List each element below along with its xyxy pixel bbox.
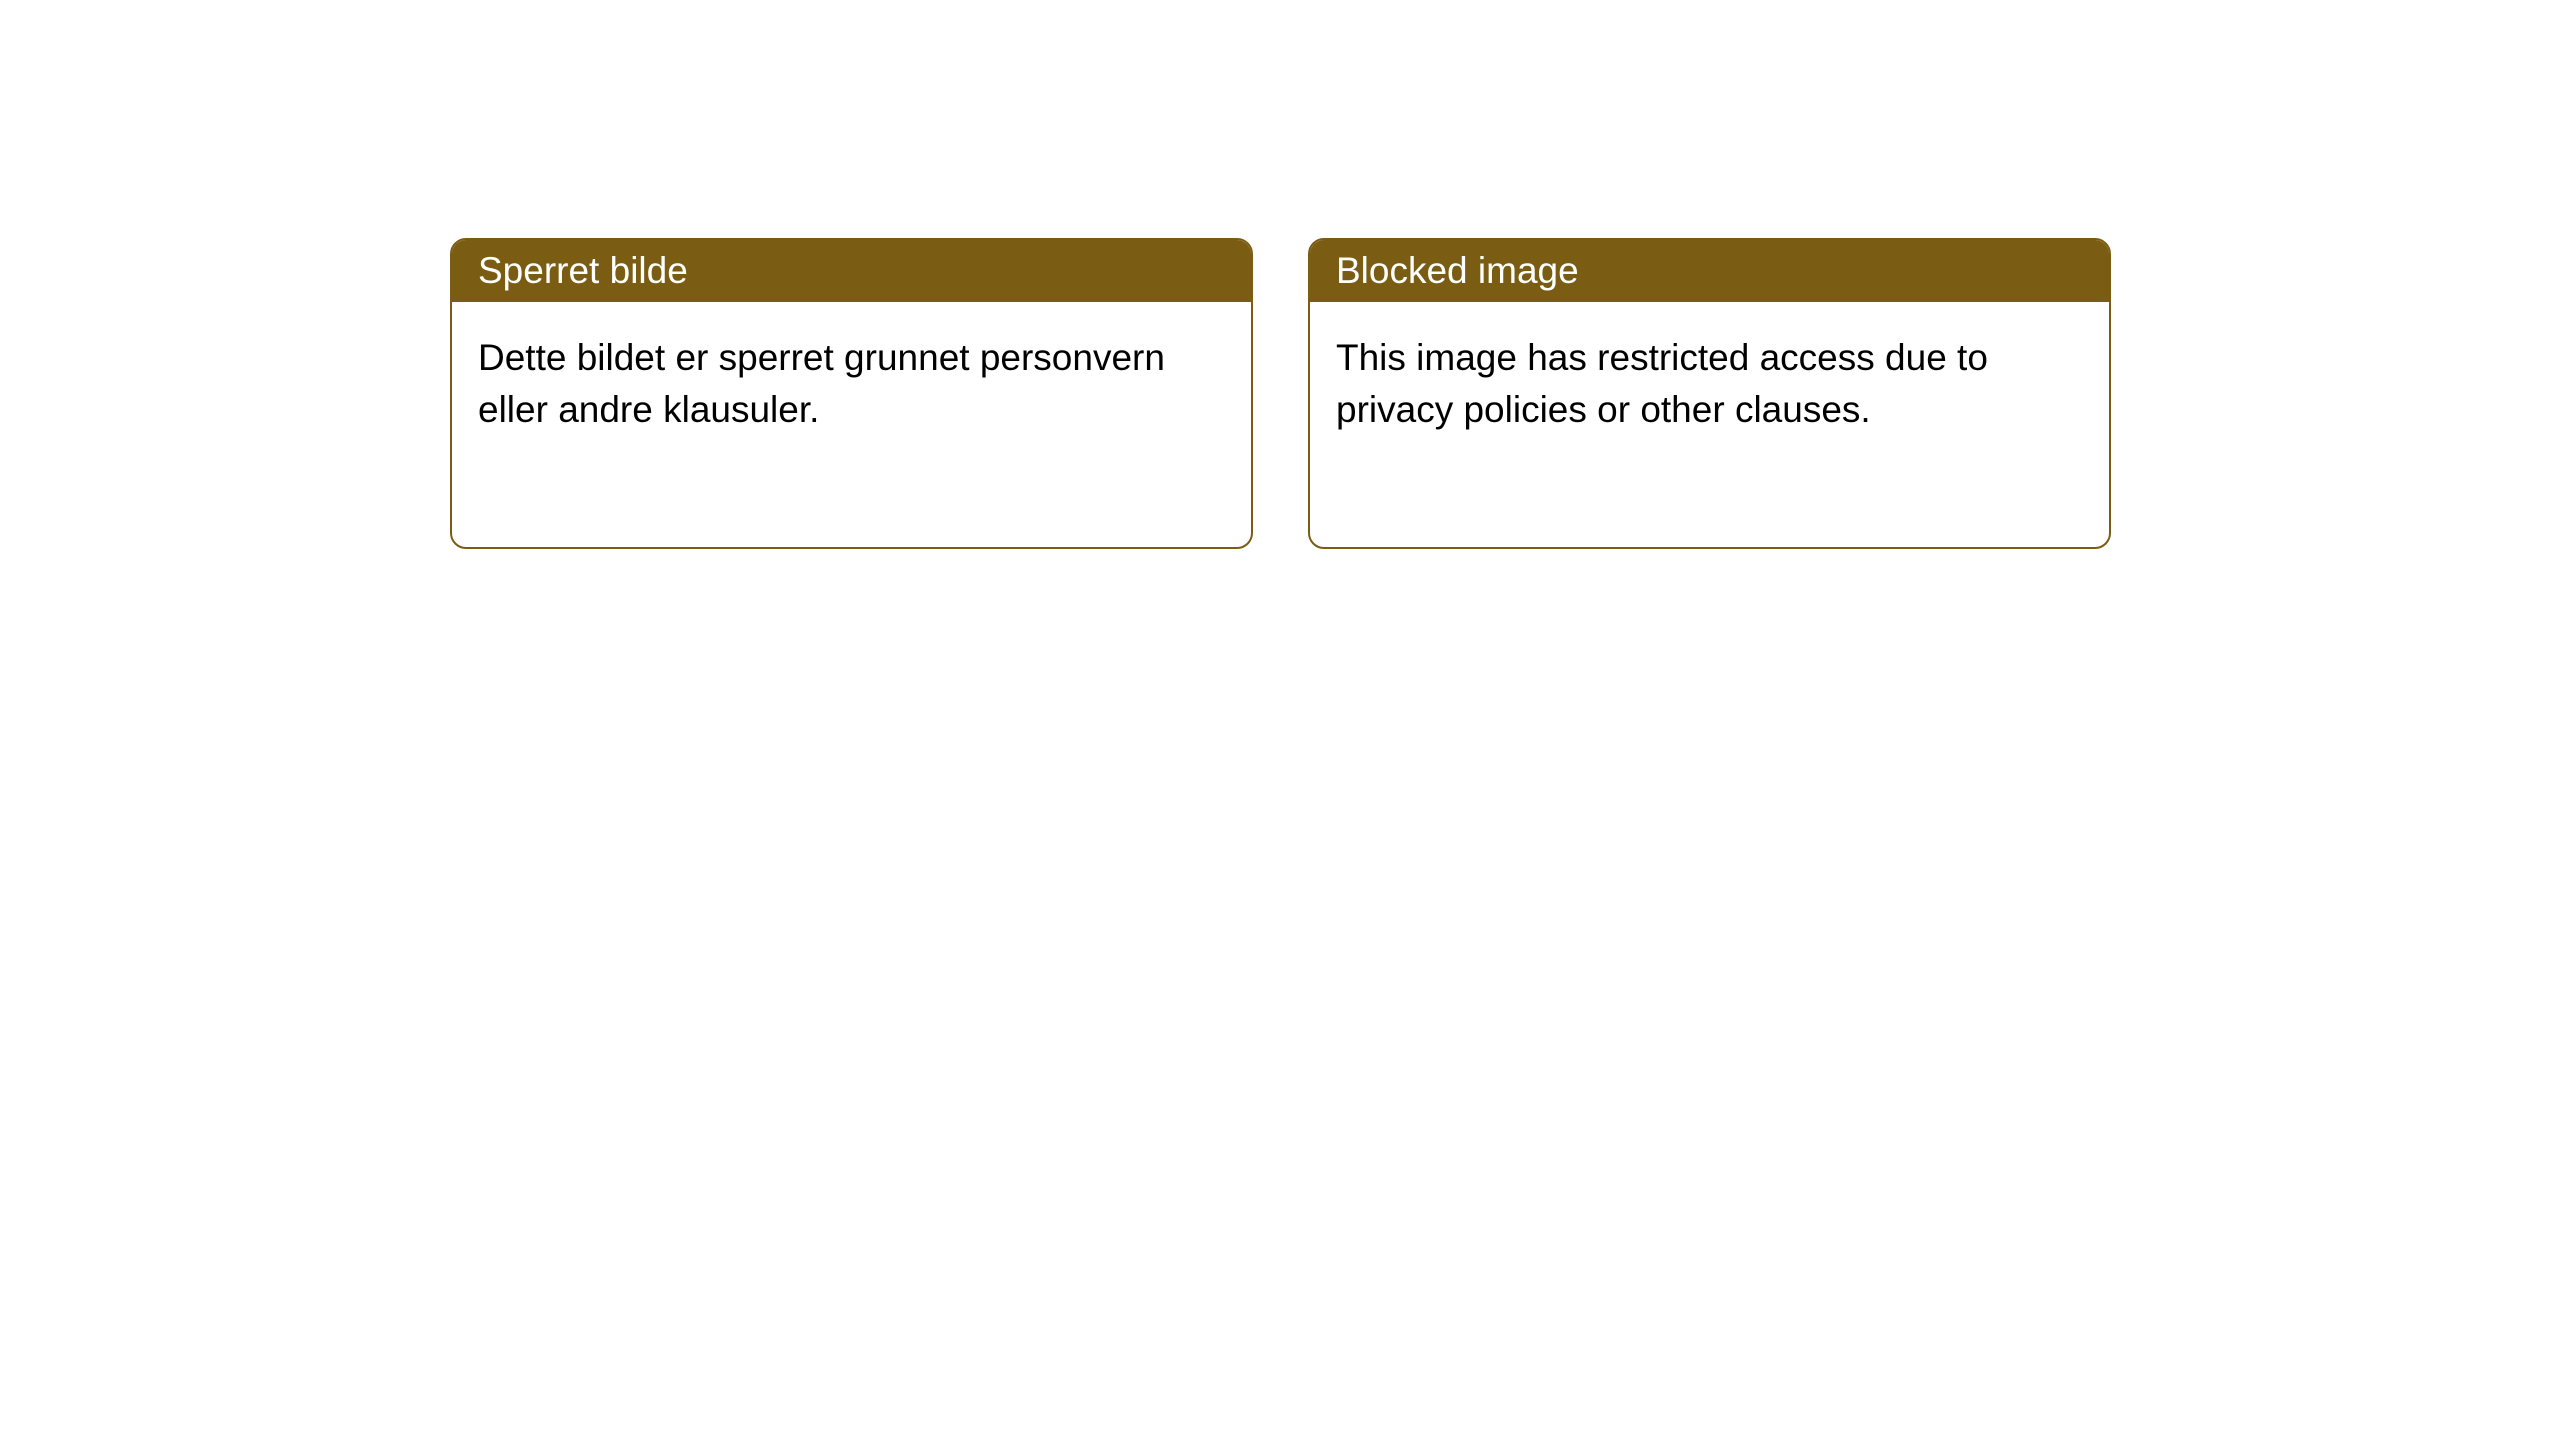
notice-body-norwegian: Dette bildet er sperret grunnet personve… bbox=[452, 302, 1251, 547]
notice-card-english: Blocked image This image has restricted … bbox=[1308, 238, 2111, 549]
notice-card-norwegian: Sperret bilde Dette bildet er sperret gr… bbox=[450, 238, 1253, 549]
notice-body-english: This image has restricted access due to … bbox=[1310, 302, 2109, 547]
notice-header-english: Blocked image bbox=[1310, 240, 2109, 302]
notice-container: Sperret bilde Dette bildet er sperret gr… bbox=[450, 238, 2111, 549]
notice-header-norwegian: Sperret bilde bbox=[452, 240, 1251, 302]
